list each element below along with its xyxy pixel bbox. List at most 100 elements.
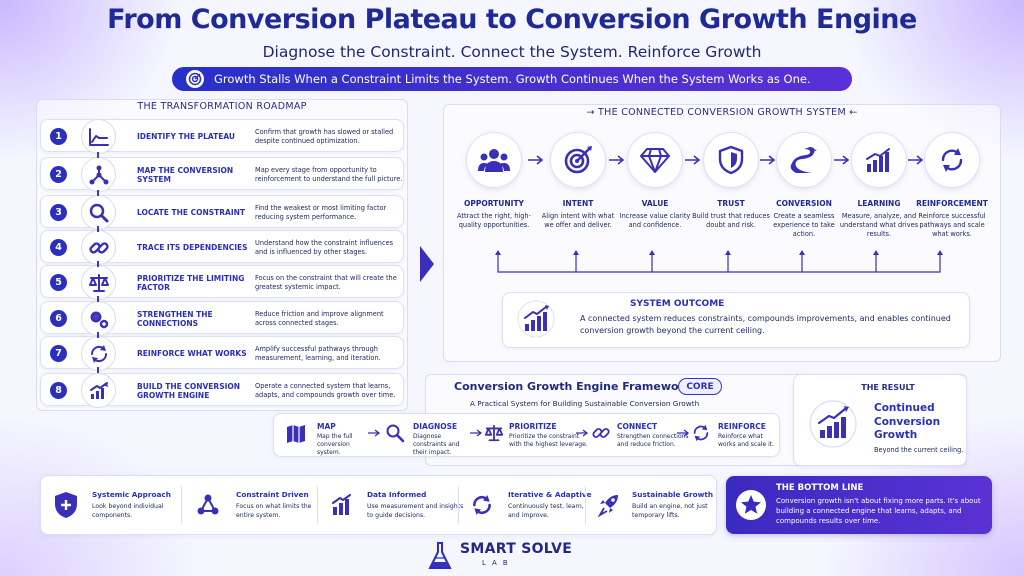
engine-step-title: CONNECT (617, 422, 658, 431)
plateau-line-icon (81, 119, 116, 154)
stage-desc: Reinforce successful pathways and scale … (918, 212, 986, 239)
roadmap-title: THE TRANSFORMATION ROADMAP (137, 101, 307, 112)
step-number: 8 (50, 382, 67, 399)
scales-icon (484, 423, 504, 443)
arrow-right-icon (576, 429, 589, 437)
flow-arrow (97, 296, 99, 302)
step-number: 5 (50, 274, 67, 291)
system-title-arrow-right: ← (845, 107, 858, 118)
pillar-title: Sustainable Growth (632, 489, 714, 499)
arrow-right-icon (677, 429, 690, 437)
system-title-text: THE CONNECTED CONVERSION GROWTH SYSTEM (598, 107, 846, 118)
arrow-right-icon (368, 429, 381, 437)
logo-subtext: LAB (482, 559, 514, 567)
arrow-right-icon (609, 155, 625, 165)
chain-link-icon (81, 230, 116, 265)
rocket-icon (598, 493, 620, 517)
headline-banner: Growth Stalls When a Constraint Limits t… (172, 67, 852, 91)
magnifier-icon (385, 423, 405, 443)
step-number: 6 (50, 310, 67, 327)
engine-step-title: REINFORCE (718, 422, 766, 431)
arrow-right-icon (685, 155, 701, 165)
step-desc: Operate a connected system that learns, … (255, 381, 396, 399)
lab-flask-icon (428, 541, 452, 571)
bar-chart-icon (331, 494, 353, 516)
chain-link-icon (591, 423, 611, 443)
pillar-desc: Continuously test, learn, and improve. (508, 502, 584, 519)
opportunity-stage-icon (466, 132, 522, 188)
stage-title: TRUST (717, 199, 745, 208)
chevron-right-icon (418, 244, 436, 284)
step-desc: Find the weakest or most limiting factor… (255, 203, 387, 221)
divider (585, 486, 586, 524)
engine-step-desc: Reinforce what works and scale it. (718, 433, 775, 449)
system-title-arrow-left: → (586, 107, 599, 118)
growth-chart-icon (516, 300, 556, 338)
engine-title: Conversion Growth Engine Framework — (454, 380, 707, 393)
step-number: 7 (50, 345, 67, 362)
nodes-icon (196, 493, 220, 517)
stage-desc: Create a seamless experience to take act… (773, 212, 835, 239)
pillar-title: Constraint Driven (236, 489, 309, 499)
stage-title: OPPORTUNITY (463, 199, 524, 208)
arrow-right-icon (470, 429, 483, 437)
feedback-loop (495, 250, 943, 273)
cycle-arrows-icon (470, 493, 494, 517)
stage-desc: Increase value clarity and confidence. (619, 212, 691, 230)
result-caption: Beyond the current ceiling. (874, 446, 964, 454)
engine-step-desc: Strengthen connections and reduce fricti… (617, 433, 689, 449)
arrow-right-icon (760, 155, 776, 165)
divider (458, 486, 459, 524)
diamond-icon (627, 132, 683, 188)
step-number: 2 (50, 166, 67, 183)
engine-step-title: PRIORITIZE (509, 422, 557, 431)
engine-step-desc: Map the full conversion system. (317, 433, 353, 457)
pillar-title: Iterative & Adaptive (508, 489, 592, 499)
step-title: MAP THE CONVERSION SYSTEM (137, 165, 234, 184)
step-title: REINFORCE WHAT WORKS (137, 349, 247, 358)
page-title: From Conversion Plateau to Conversion Gr… (107, 4, 917, 35)
bar-chart-icon (851, 132, 907, 188)
result-headline: Continued Conversion Growth (874, 402, 941, 442)
cycle-arrows-icon (81, 336, 116, 371)
road-path-icon (776, 132, 832, 188)
engine-step-desc: Diagnose constraints and their impact. (413, 433, 460, 457)
bottom-line-title: THE BOTTOM LINE (776, 483, 864, 493)
step-title: PRIORITIZE THE LIMITING FACTOR (137, 273, 245, 292)
stage-desc: Attract the right, high-quality opportun… (457, 212, 531, 230)
pillar-item: Constraint Driven Focus on what limits th… (196, 475, 318, 535)
pillar-title: Systemic Approach (92, 489, 171, 499)
step-title: LOCATE THE CONSTRAINT (137, 208, 246, 217)
step-title: STRENGTHEN THE CONNECTIONS (137, 309, 213, 328)
gears-icon (81, 301, 116, 336)
stage-title: CONVERSION (776, 199, 832, 208)
engine-step-title: DIAGNOSE (413, 422, 458, 431)
arrow-right-icon (834, 155, 850, 165)
growth-chart-icon (81, 373, 116, 408)
stage-desc: Align intent with what we offer and deli… (541, 212, 615, 230)
step-number: 4 (50, 239, 67, 256)
flow-arrow (97, 332, 99, 338)
roadmap-step: 3 LOCATE THE CONSTRAINT Find the weakest… (40, 195, 404, 230)
flow-arrow (97, 226, 99, 232)
shield-plus-icon (54, 491, 78, 519)
pillar-title: Data Informed (367, 489, 427, 499)
target-icon (550, 132, 606, 188)
outcome-title: SYSTEM OUTCOME (630, 299, 725, 309)
scales-icon (81, 265, 116, 300)
cycle-arrows-icon (691, 423, 711, 443)
target-icon (186, 70, 204, 88)
step-number: 1 (50, 128, 67, 145)
flow-arrow (97, 152, 99, 158)
flow-arrow (97, 367, 99, 373)
step-title: BUILD THE CONVERSION GROWTH ENGINE (137, 381, 241, 400)
roadmap-step: 7 REINFORCE WHAT WORKS Amplify successfu… (40, 336, 404, 371)
pillar-desc: Use measurement and insights to guide de… (367, 502, 464, 519)
flow-arrow (97, 190, 99, 196)
engine-steps-row (273, 413, 780, 457)
banner-text: Growth Stalls When a Constraint Limits t… (214, 72, 811, 86)
roadmap-step: 6 STRENGTHEN THE CONNECTIONS Reduce fric… (40, 301, 404, 336)
step-desc: Confirm that growth has slowed or stalle… (255, 127, 394, 145)
step-desc: Amplify successful pathways through meas… (255, 344, 381, 362)
roadmap-step: 5 PRIORITIZE THE LIMITING FACTOR Focus o… (40, 265, 404, 300)
